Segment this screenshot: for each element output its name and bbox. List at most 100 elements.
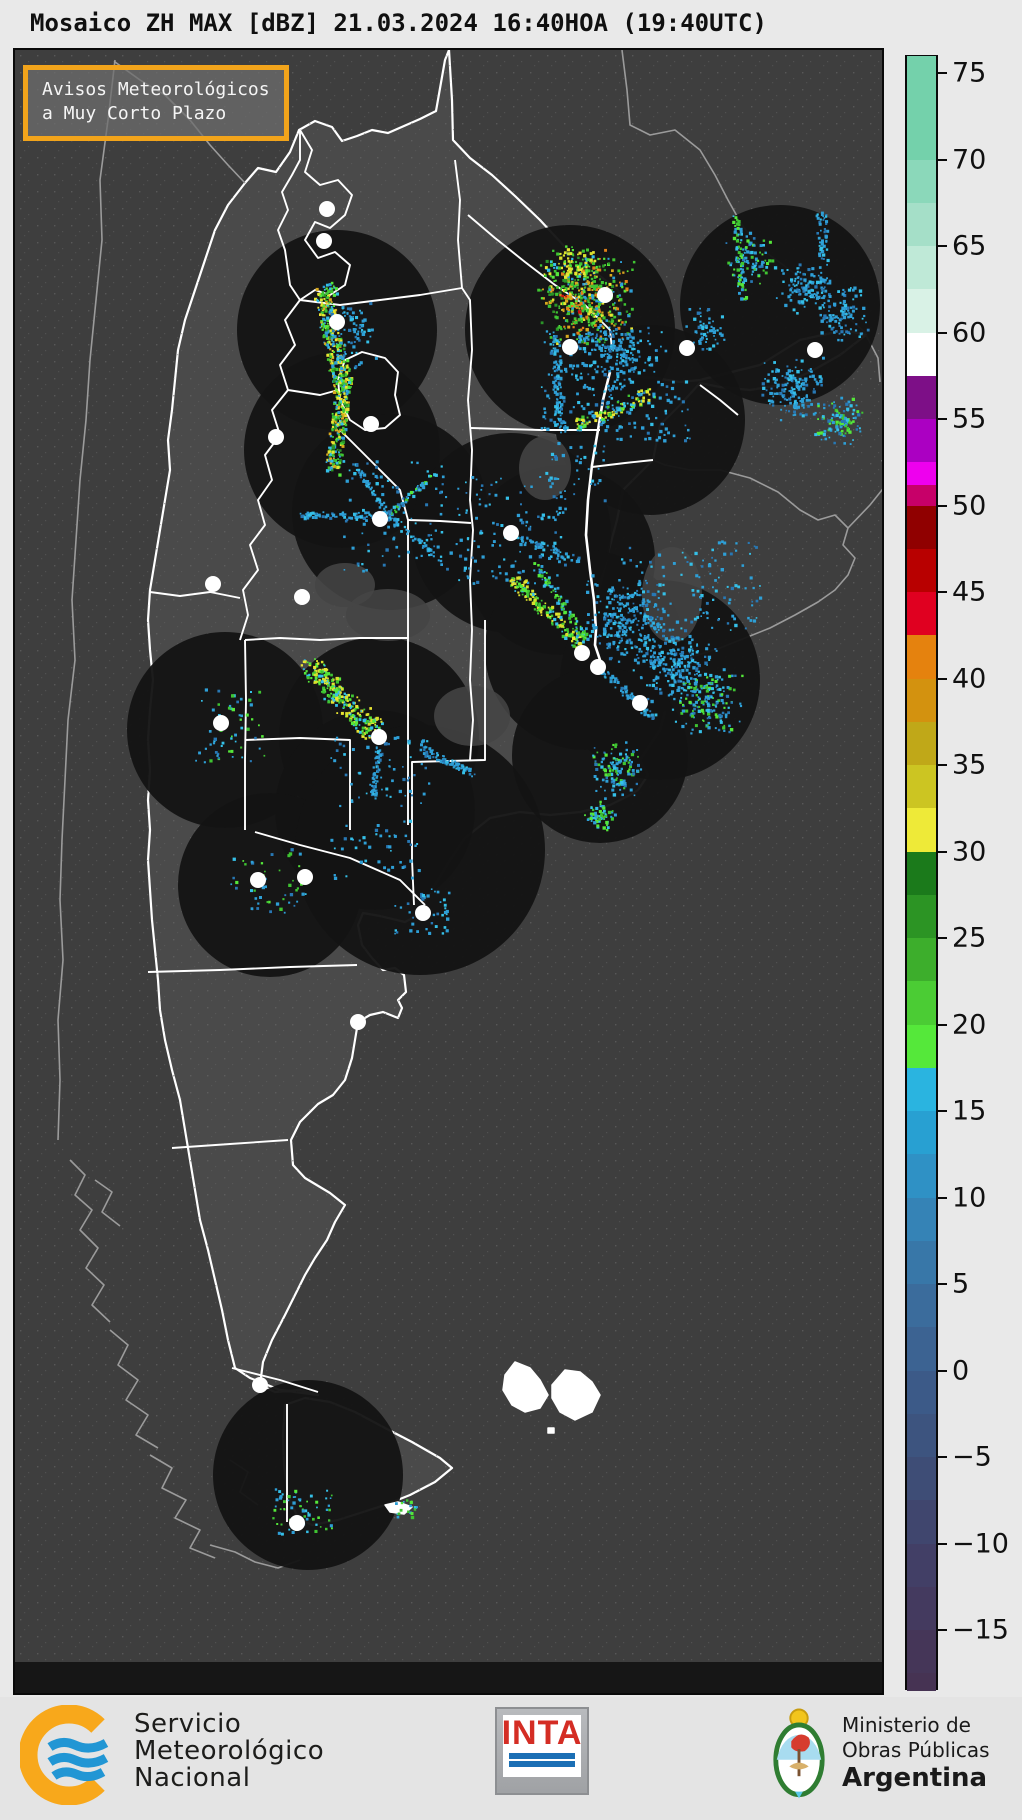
inta-wordmark: INTA [501,1714,583,1752]
colorbar-tick [938,245,947,247]
colorbar-tick-label: 5 [952,1268,970,1300]
colorbar-tick [938,1542,947,1545]
colorbar-tick-label: 55 [952,403,987,435]
colorbar-segment [907,1630,936,1675]
smn-line1: Servicio [134,1709,242,1739]
footer: Servicio Meteorológico Nacional INTA Min… [0,1697,1022,1820]
colorbar-tick [938,764,947,766]
colorbar-segment [907,159,936,204]
inta-logo[interactable]: INTA [495,1707,589,1795]
mop-line2: Obras Públicas [842,1738,990,1762]
colorbar-segment [907,505,936,550]
colorbar-segment [907,1327,936,1372]
colorbar-tick [938,504,947,507]
colorbar-segment [907,1543,936,1588]
colorbar-tick [938,1023,947,1026]
colorbar-tick-label: 75 [952,57,987,89]
colorbar-tick [938,1110,947,1112]
colorbar-tick [938,1283,947,1285]
colorbar-tick-label: 25 [952,922,987,954]
colorbar-tick-label: 0 [952,1355,970,1386]
colorbar-tick-label: −5 [952,1441,992,1473]
page-title: Mosaico ZH MAX [dBZ] 21.03.2024 16:40HOA… [30,9,767,37]
colorbar-segment [907,1370,936,1415]
warning-line2: a Muy Corto Plazo [42,103,227,124]
colorbar-segment [907,1500,936,1545]
colorbar-segment [907,1284,936,1329]
colorbar-segment [907,981,936,1026]
smn-logo-icon[interactable] [20,1705,120,1805]
colorbar-tick-label: 45 [952,576,987,608]
colorbar-segment [907,1240,936,1285]
colorbar-segment [907,246,936,291]
colorbar-segment [907,1197,936,1242]
colorbar-tick-label: 65 [952,230,987,262]
colorbar-segment [907,592,936,637]
argentina-coat-of-arms-icon [773,1708,825,1799]
colorbar-tick [938,850,947,853]
smn-line3: Nacional [134,1763,251,1793]
colorbar-tick [938,418,947,420]
colorbar-segment [907,289,936,334]
province-borders [147,129,739,1522]
colorbar-tick [938,72,947,74]
colorbar-tick-label: 60 [952,317,987,348]
colorbar-segment [907,1154,936,1199]
colorbar-tick [938,591,947,593]
colorbar-tick-label: 40 [952,663,987,694]
colorbar-tick [938,331,947,334]
mop-line3: Argentina [842,1763,988,1793]
colorbar-tick [938,1629,947,1631]
colorbar-tick-label: 20 [952,1009,987,1040]
colorbar-bar [905,55,938,1691]
colorbar-segment [907,1586,936,1631]
colorbar-segment [907,678,936,723]
argentina-radar-map [15,50,882,1693]
colorbar-tick-label: 30 [952,836,987,867]
colorbar-segment [907,635,936,680]
ministerio-text: Ministerio de Obras Públicas Argentina [842,1713,990,1793]
colorbar-tick [938,1369,947,1372]
colorbar-tick [938,158,947,161]
colorbar-segment [907,202,936,247]
colorbar-tick [938,1456,947,1458]
inta-bar-bottom [509,1761,575,1767]
title-bar: Mosaico ZH MAX [dBZ] 21.03.2024 16:40HOA… [0,0,1022,46]
colorbar-segment [907,765,936,810]
colorbar-segment [907,1413,936,1458]
colorbar-tick-label: 50 [952,490,987,521]
map-bottom-strip [15,1662,882,1693]
station-dots [205,201,823,1531]
colorbar-tick-label: −15 [952,1614,1009,1646]
colorbar-segment [907,808,936,853]
colorbar-tick [938,677,947,680]
colorbar-tick-label: −10 [952,1528,1009,1559]
colorbar-segment [907,851,936,896]
colorbar-tick-label: 10 [952,1182,987,1213]
warning-box[interactable]: Avisos Meteorológicos a Muy Corto Plazo [23,65,289,141]
radar-map-panel[interactable]: Avisos Meteorológicos a Muy Corto Plazo [13,48,884,1695]
smn-line2: Meteorológico [134,1736,325,1766]
colorbar-segment [907,332,936,377]
ministerio-logo[interactable]: Ministerio de Obras Públicas Argentina [770,1703,990,1803]
colorbar-segment [907,548,936,593]
colorbar-segment [907,1457,936,1502]
colorbar-tick-label: 35 [952,749,987,781]
islands-white [384,1361,601,1515]
inta-bar-top [509,1753,575,1759]
colorbar-tick-label: 70 [952,144,987,175]
colorbar-segment [907,484,936,507]
colorbar-segment [907,1024,936,1069]
colorbar-tick [938,1196,947,1199]
colorbar-tick-label: 15 [952,1095,987,1127]
smn-wordmark[interactable]: Servicio Meteorológico Nacional [134,1711,324,1792]
colorbar-segment [907,938,936,983]
mop-line1: Ministerio de [842,1713,971,1737]
inta-logo-inner: INTA [501,1714,583,1777]
colorbar-tick [938,937,947,939]
colorbar-segment [907,375,936,420]
colorbar-segment [907,55,936,161]
colorbar-segment [907,462,936,486]
colorbar-segment [907,894,936,939]
